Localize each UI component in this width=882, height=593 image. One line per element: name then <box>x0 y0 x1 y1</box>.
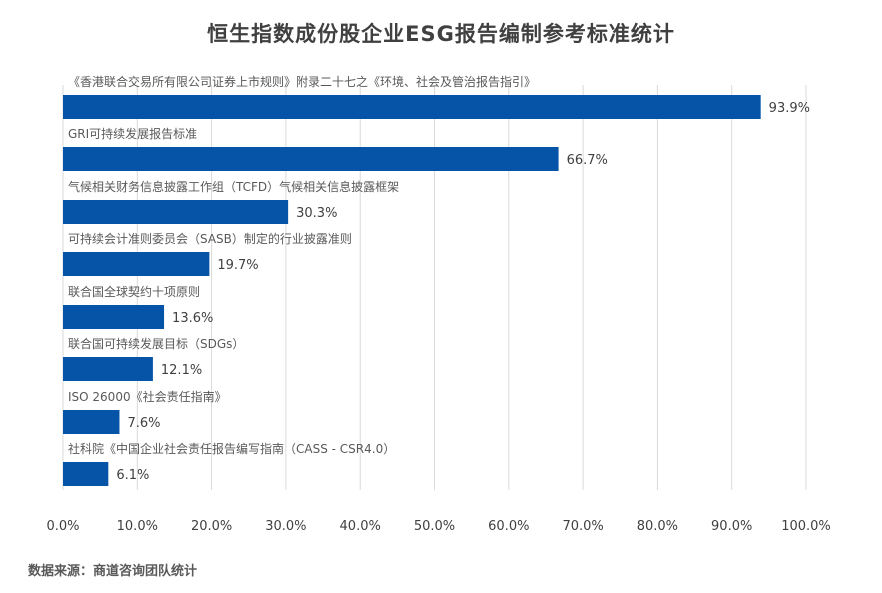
data-label: 13.6% <box>172 311 213 326</box>
x-tick-label: 50.0% <box>414 519 455 534</box>
data-label: 6.1% <box>116 468 149 483</box>
bar <box>63 357 153 381</box>
bar <box>63 462 109 486</box>
bar <box>63 410 120 434</box>
bar <box>63 200 289 224</box>
bar <box>63 147 559 171</box>
source-note: 数据来源：商道咨询团队统计 <box>28 564 198 579</box>
x-tick-label: 70.0% <box>562 519 603 534</box>
x-tick-label: 20.0% <box>191 519 232 534</box>
data-label: 12.1% <box>161 363 202 378</box>
category-label: 可持续会计准则委员会（SASB）制定的行业披露准则 <box>68 231 352 246</box>
data-label: 7.6% <box>127 416 160 431</box>
x-tick-label: 80.0% <box>637 519 678 534</box>
category-label: 社科院《中国企业社会责任报告编写指南（CASS - CSR4.0） <box>68 441 395 456</box>
category-label: ISO 26000《社会责任指南》 <box>68 389 227 404</box>
bar <box>63 95 761 119</box>
x-tick-label: 0.0% <box>46 519 79 534</box>
x-tick-label: 10.0% <box>117 519 158 534</box>
data-label: 30.3% <box>296 206 337 221</box>
bar <box>63 252 210 276</box>
x-tick-label: 100.0% <box>781 519 831 534</box>
x-tick-label: 40.0% <box>340 519 381 534</box>
data-label: 93.9% <box>769 101 810 116</box>
chart-title: 恒生指数成份股企业ESG报告编制参考标准统计 <box>207 22 675 46</box>
category-label: 联合国可持续发展目标（SDGs） <box>68 336 244 351</box>
data-label: 19.7% <box>217 258 258 273</box>
x-tick-label: 60.0% <box>488 519 529 534</box>
category-label: 联合国全球契约十项原则 <box>68 284 200 299</box>
data-label: 66.7% <box>567 153 608 168</box>
bar <box>63 305 165 329</box>
category-label: GRI可持续发展报告标准 <box>68 126 197 141</box>
category-label: 《香港联合交易所有限公司证券上市规则》附录二十七之《环境、社会及管治报告指引》 <box>68 74 536 89</box>
x-tick-label: 30.0% <box>265 519 306 534</box>
x-tick-label: 90.0% <box>711 519 752 534</box>
category-label: 气候相关财务信息披露工作组（TCFD）气候相关信息披露框架 <box>68 179 399 194</box>
